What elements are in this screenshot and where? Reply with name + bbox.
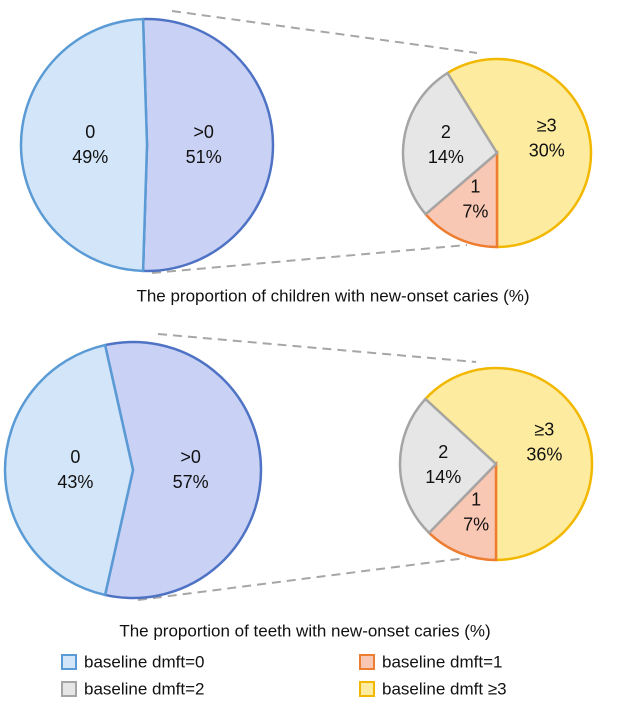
legend-label: baseline dmft=0 — [84, 652, 205, 671]
connector-line — [137, 557, 467, 601]
legend-swatch — [61, 681, 77, 697]
pie-slice — [103, 340, 263, 600]
slice-category: ≥3 — [534, 420, 554, 440]
slice-category: 1 — [470, 177, 480, 197]
slice-value-label: 51% — [186, 147, 222, 167]
slice-value-label: 14% — [425, 467, 461, 487]
slice-value-label: 14% — [428, 147, 464, 167]
pie-slice — [398, 397, 498, 535]
legend-label: baseline dmft=2 — [84, 679, 205, 698]
slice-category: 1 — [471, 490, 481, 510]
slice-category: 0 — [70, 447, 80, 467]
slice-value-label: 7% — [462, 202, 488, 222]
slice-category: ≥3 — [537, 116, 557, 136]
pie-slice — [427, 460, 498, 562]
slice-value-label: 57% — [173, 472, 209, 492]
slice-value-label: 30% — [529, 141, 565, 161]
legend-swatch — [61, 654, 77, 670]
slice-value-label: 7% — [463, 515, 489, 535]
chart-caption: The proportion of children with new-onse… — [136, 286, 529, 305]
slice-category: 2 — [438, 442, 448, 462]
slice-category: >0 — [180, 447, 201, 467]
pie-slice — [423, 150, 499, 249]
slice-value-label: 49% — [72, 147, 108, 167]
connector-line — [151, 244, 468, 274]
legend-label: baseline dmft=1 — [382, 652, 503, 671]
connector-line — [171, 10, 478, 54]
legend-label: baseline dmft ≥3 — [382, 679, 507, 698]
pie-slice — [3, 343, 135, 597]
legend-swatch — [359, 681, 375, 697]
slice-category: 2 — [441, 122, 451, 142]
slice-value-label: 36% — [526, 445, 562, 465]
chart-caption: The proportion of teeth with new-onset c… — [119, 621, 490, 640]
pie-slice — [401, 71, 499, 216]
slice-category: >0 — [193, 122, 214, 142]
pie-slice — [445, 57, 593, 249]
legend-swatch — [359, 654, 375, 670]
slice-category: 0 — [85, 122, 95, 142]
slice-value-label: 43% — [57, 472, 93, 492]
pie-slice — [19, 17, 149, 273]
pie-slice — [423, 366, 594, 562]
connector-line — [157, 333, 477, 363]
pie-slice — [141, 17, 275, 273]
